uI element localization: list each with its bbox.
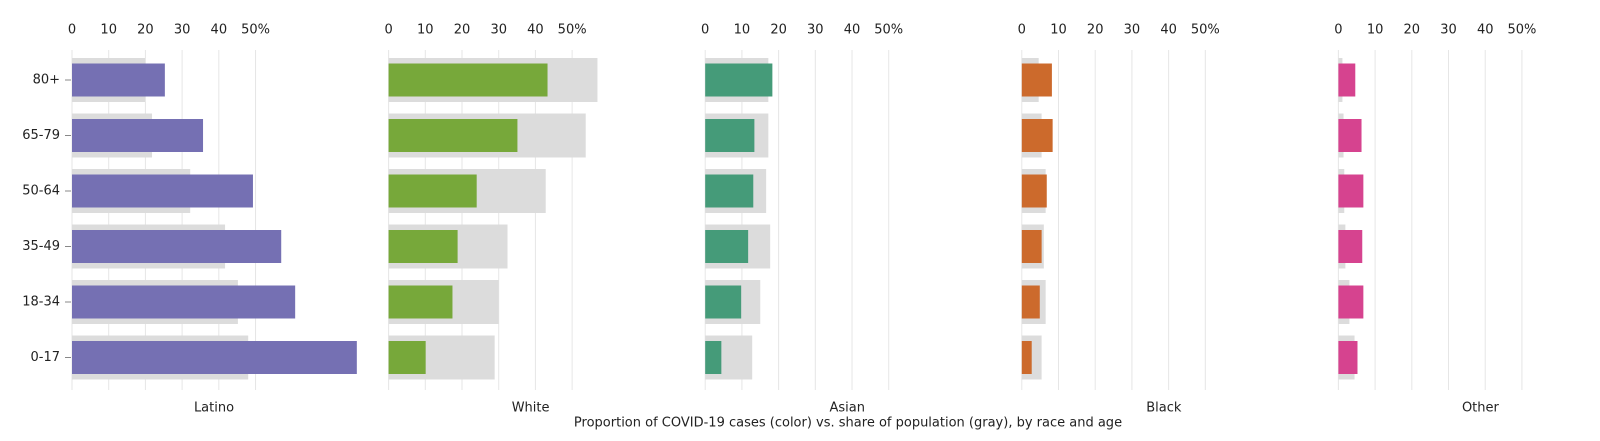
y-tick-label: 50-64: [22, 184, 60, 199]
y-tick-label: 35-49: [22, 239, 60, 254]
panel-label: Asian: [829, 401, 864, 416]
x-tick-label: 0: [1018, 23, 1026, 38]
x-tick-label: 50%: [1507, 23, 1536, 38]
x-tick-label: 50%: [241, 23, 270, 38]
y-tick-label: 65-79: [22, 128, 60, 143]
case-bar: [705, 119, 755, 152]
case-bar: [1021, 119, 1053, 152]
x-tick-label: 30: [807, 23, 824, 38]
chart-title: Proportion of COVID-19 cases (color) vs.…: [574, 416, 1122, 431]
case-bar: [388, 285, 453, 319]
case-bar: [1021, 63, 1052, 97]
x-tick-label: 20: [1087, 23, 1104, 38]
case-bar: [72, 174, 253, 208]
x-tick-label: 0: [1334, 23, 1342, 38]
case-bar: [72, 285, 296, 319]
x-tick-label: 10: [100, 23, 117, 38]
x-tick-label: 30: [1440, 23, 1457, 38]
x-tick-label: 30: [174, 23, 191, 38]
y-tick-label: 18-34: [22, 295, 60, 310]
y-tick-label: 80+: [33, 73, 60, 88]
case-bar: [1021, 285, 1040, 319]
x-tick-label: 10: [1050, 23, 1067, 38]
case-bar: [1338, 341, 1358, 374]
panel-label: Latino: [194, 401, 234, 416]
x-tick-label: 40: [844, 23, 861, 38]
x-tick-label: 10: [417, 23, 434, 38]
case-bar: [388, 174, 477, 208]
case-bar: [388, 119, 518, 152]
case-bar: [1021, 341, 1032, 374]
case-bar: [72, 341, 357, 374]
x-tick-label: 40: [211, 23, 228, 38]
x-tick-label: 10: [1367, 23, 1384, 38]
x-tick-label: 20: [770, 23, 787, 38]
x-tick-label: 40: [527, 23, 544, 38]
x-tick-label: 40: [1160, 23, 1177, 38]
x-tick-label: 30: [1124, 23, 1141, 38]
case-bar: [705, 285, 742, 319]
case-bar: [705, 230, 749, 263]
case-bar: [1338, 285, 1364, 319]
case-bar: [705, 63, 773, 97]
x-tick-label: 50%: [558, 23, 587, 38]
case-bar: [1338, 119, 1362, 152]
case-bar: [705, 341, 722, 374]
case-bar: [1021, 174, 1047, 208]
case-bar: [388, 63, 548, 97]
case-bar: [1338, 230, 1363, 263]
y-tick-label: 0-17: [30, 350, 60, 365]
x-tick-label: 0: [384, 23, 392, 38]
case-bar: [705, 174, 754, 208]
x-tick-label: 0: [701, 23, 709, 38]
case-bar: [72, 230, 282, 263]
x-tick-label: 30: [490, 23, 507, 38]
x-tick-label: 50%: [874, 23, 903, 38]
case-bar: [1338, 63, 1356, 97]
case-bar: [1021, 230, 1042, 263]
panel-label: Other: [1462, 401, 1500, 416]
case-bar: [388, 341, 426, 374]
panel-label: White: [512, 401, 550, 416]
x-tick-label: 20: [1404, 23, 1421, 38]
x-tick-label: 50%: [1191, 23, 1220, 38]
x-tick-label: 20: [137, 23, 154, 38]
case-bar: [388, 230, 458, 263]
x-tick-label: 40: [1477, 23, 1494, 38]
panel-label: Black: [1146, 401, 1182, 416]
case-bar: [1338, 174, 1364, 208]
x-tick-label: 10: [734, 23, 751, 38]
case-bar: [72, 119, 204, 152]
x-tick-label: 20: [454, 23, 471, 38]
case-bar: [72, 63, 165, 97]
x-tick-label: 0: [68, 23, 76, 38]
